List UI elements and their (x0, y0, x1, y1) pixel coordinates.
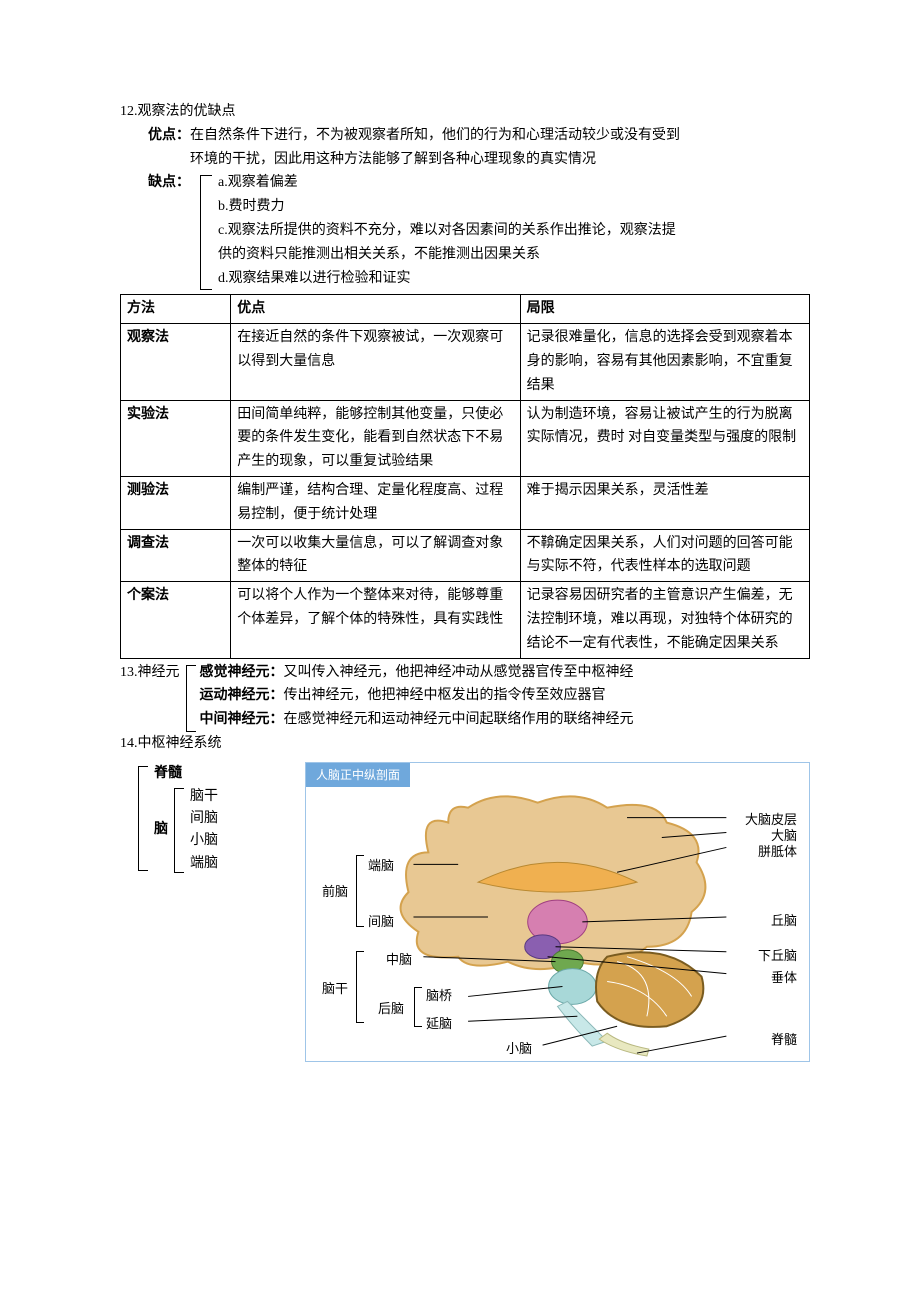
disadv-b: b.费时费力 (218, 195, 810, 219)
table-row: 调查法一次可以收集大量信息，可以了解调查对象整体的特征不鞥确定因果关系，人们对问… (121, 529, 810, 582)
table-header-row: 方法 优点 局限 (121, 295, 810, 324)
limitation-cell: 不鞥确定因果关系，人们对问题的回答可能与实际不符，代表性样本的选取问题 (520, 529, 809, 582)
method-cell: 测验法 (121, 476, 231, 529)
disadv-d: d.观察结果难以进行检验和证实 (218, 267, 810, 291)
limitation-cell: 记录很难量化，信息的选择会受到观察着本身的影响，容易有其他因素影响，不宜重复结果 (520, 324, 809, 400)
limitation-cell: 认为制造环境，容易让被试产生的行为脱离实际情况，费时 对自变量类型与强度的限制 (520, 400, 809, 476)
bracket-icon (356, 855, 364, 927)
neuron-type: 中间神经元： (200, 712, 284, 727)
section-13: 13.神经元 感觉神经元：又叫传入神经元，他把神经冲动从感觉器官传至中枢神经运动… (120, 661, 810, 732)
neuron-item: 感觉神经元：又叫传入神经元，他把神经冲动从感觉器官传至中枢神经 (200, 661, 811, 685)
advantage-label: 优点： (148, 128, 190, 143)
disadvantage-label: 缺点： (120, 171, 190, 195)
label-diencephalon: 间脑 (368, 911, 394, 933)
neuron-type: 运动神经元： (200, 688, 284, 703)
brain-part: 小脑 (190, 830, 218, 852)
bracket-icon (414, 987, 422, 1027)
neuron-desc: 传出神经元，他把神经中枢发出的指令传至效应器官 (284, 688, 606, 703)
advantage-cell: 一次可以收集大量信息，可以了解调查对象整体的特征 (231, 529, 520, 582)
method-cell: 实验法 (121, 400, 231, 476)
neuron-desc: 又叫传入神经元，他把神经冲动从感觉器官传至中枢神经 (284, 665, 634, 680)
advantage-cell: 在接近自然的条件下观察被试，一次观察可以得到大量信息 (231, 324, 520, 400)
label-thalamus: 丘脑 (771, 910, 797, 932)
disadv-a: a.观察着偏差 (218, 171, 810, 195)
bracket-icon (186, 665, 196, 732)
brain-part: 脑干 (190, 786, 218, 808)
table-row: 实验法田间简单纯粹，能够控制其他变量，只使必要的条件发生变化，能看到自然状态下不… (121, 400, 810, 476)
section-12-title: 12.观察法的优缺点 (120, 100, 810, 124)
disadvantage-block: 缺点： a.观察着偏差 b.费时费力 c.观察法所提供的资料不充分，难以对各因素… (120, 171, 810, 290)
neuron-type: 感觉神经元： (200, 665, 284, 680)
table-row: 个案法可以将个人作为一个整体来对待，能够尊重个体差异，了解个体的特殊性，具有实践… (121, 582, 810, 658)
neuron-item: 中间神经元：在感觉神经元和运动神经元中间起联络作用的联络神经元 (200, 708, 811, 732)
label-telencephalon: 端脑 (368, 855, 394, 877)
label-cerebellum-small: 小脑 (506, 1038, 532, 1060)
table-row: 测验法编制严谨，结构合理、定量化程度高、过程易控制，便于统计处理难于揭示因果关系… (121, 476, 810, 529)
advantage-text-2: 环境的干扰，因此用这种方法能够了解到各种心理现象的真实情况 (148, 148, 810, 172)
label-corpus-callosum: 胼胝体 (758, 841, 797, 863)
limitation-cell: 记录容易因研究者的主管意识产生偏差，无法控制环境，难以再现，对独特个体研究的结论… (520, 582, 809, 658)
limitation-cell: 难于揭示因果关系，灵活性差 (520, 476, 809, 529)
label-medulla: 延脑 (426, 1013, 452, 1035)
label-spinal: 脊髓 (771, 1029, 797, 1051)
col-advantage: 优点 (231, 295, 520, 324)
label-pituitary: 垂体 (771, 967, 797, 989)
cns-tree: 脊髓 脑 脑干间脑小脑端脑 (120, 762, 295, 875)
disadv-c1: c.观察法所提供的资料不充分，难以对各因素间的关系作出推论，观察法提 (218, 219, 810, 243)
bracket-icon (174, 788, 184, 874)
advantage-cell: 编制严谨，结构合理、定量化程度高、过程易控制，便于统计处理 (231, 476, 520, 529)
advantage-cell: 可以将个人作为一个整体来对待，能够尊重个体差异，了解个体的特殊性，具有实践性 (231, 582, 520, 658)
bracket-icon (138, 766, 148, 871)
advantage-block: 优点：在自然条件下进行，不为被观察者所知，他们的行为和心理活动较少或没有受到 环… (120, 124, 810, 172)
section-14-body: 脊髓 脑 脑干间脑小脑端脑 人脑正中纵剖面 (120, 762, 810, 1062)
col-method: 方法 (121, 295, 231, 324)
table-row: 观察法在接近自然的条件下观察被试，一次观察可以得到大量信息记录很难量化，信息的选… (121, 324, 810, 400)
cns-spinal: 脊髓 (154, 762, 218, 786)
label-hindbrain: 后脑 (378, 998, 404, 1020)
bracket-icon (356, 951, 364, 1023)
advantage-cell: 田间简单纯粹，能够控制其他变量，只使必要的条件发生变化，能看到自然状态下不易产生… (231, 400, 520, 476)
col-limitation: 局限 (520, 295, 809, 324)
methods-table: 方法 优点 局限 观察法在接近自然的条件下观察被试，一次观察可以得到大量信息记录… (120, 294, 810, 658)
method-cell: 调查法 (121, 529, 231, 582)
label-pons: 脑桥 (426, 985, 452, 1007)
brain-part: 间脑 (190, 808, 218, 830)
disadv-c2: 供的资料只能推测出相关关系，不能推测出因果关系 (218, 243, 810, 267)
label-brainstem: 脑干 (322, 978, 348, 1000)
neuron-item: 运动神经元：传出神经元，他把神经中枢发出的指令传至效应器官 (200, 684, 811, 708)
bracket-icon (200, 175, 212, 290)
section-13-title: 13.神经元 (120, 661, 180, 685)
section-14-title: 14.中枢神经系统 (120, 732, 810, 756)
method-cell: 个案法 (121, 582, 231, 658)
brain-part: 端脑 (190, 853, 218, 875)
cns-brain-label: 脑 (154, 818, 172, 842)
neuron-desc: 在感觉神经元和运动神经元中间起联络作用的联络神经元 (284, 712, 634, 727)
advantage-text-1: 在自然条件下进行，不为被观察者所知，他们的行为和心理活动较少或没有受到 (190, 128, 680, 143)
label-hypothalamus: 下丘脑 (758, 945, 797, 967)
brain-figure: 人脑正中纵剖面 (305, 762, 810, 1062)
label-forebrain: 前脑 (322, 881, 348, 903)
method-cell: 观察法 (121, 324, 231, 400)
label-midbrain: 中脑 (386, 949, 412, 971)
